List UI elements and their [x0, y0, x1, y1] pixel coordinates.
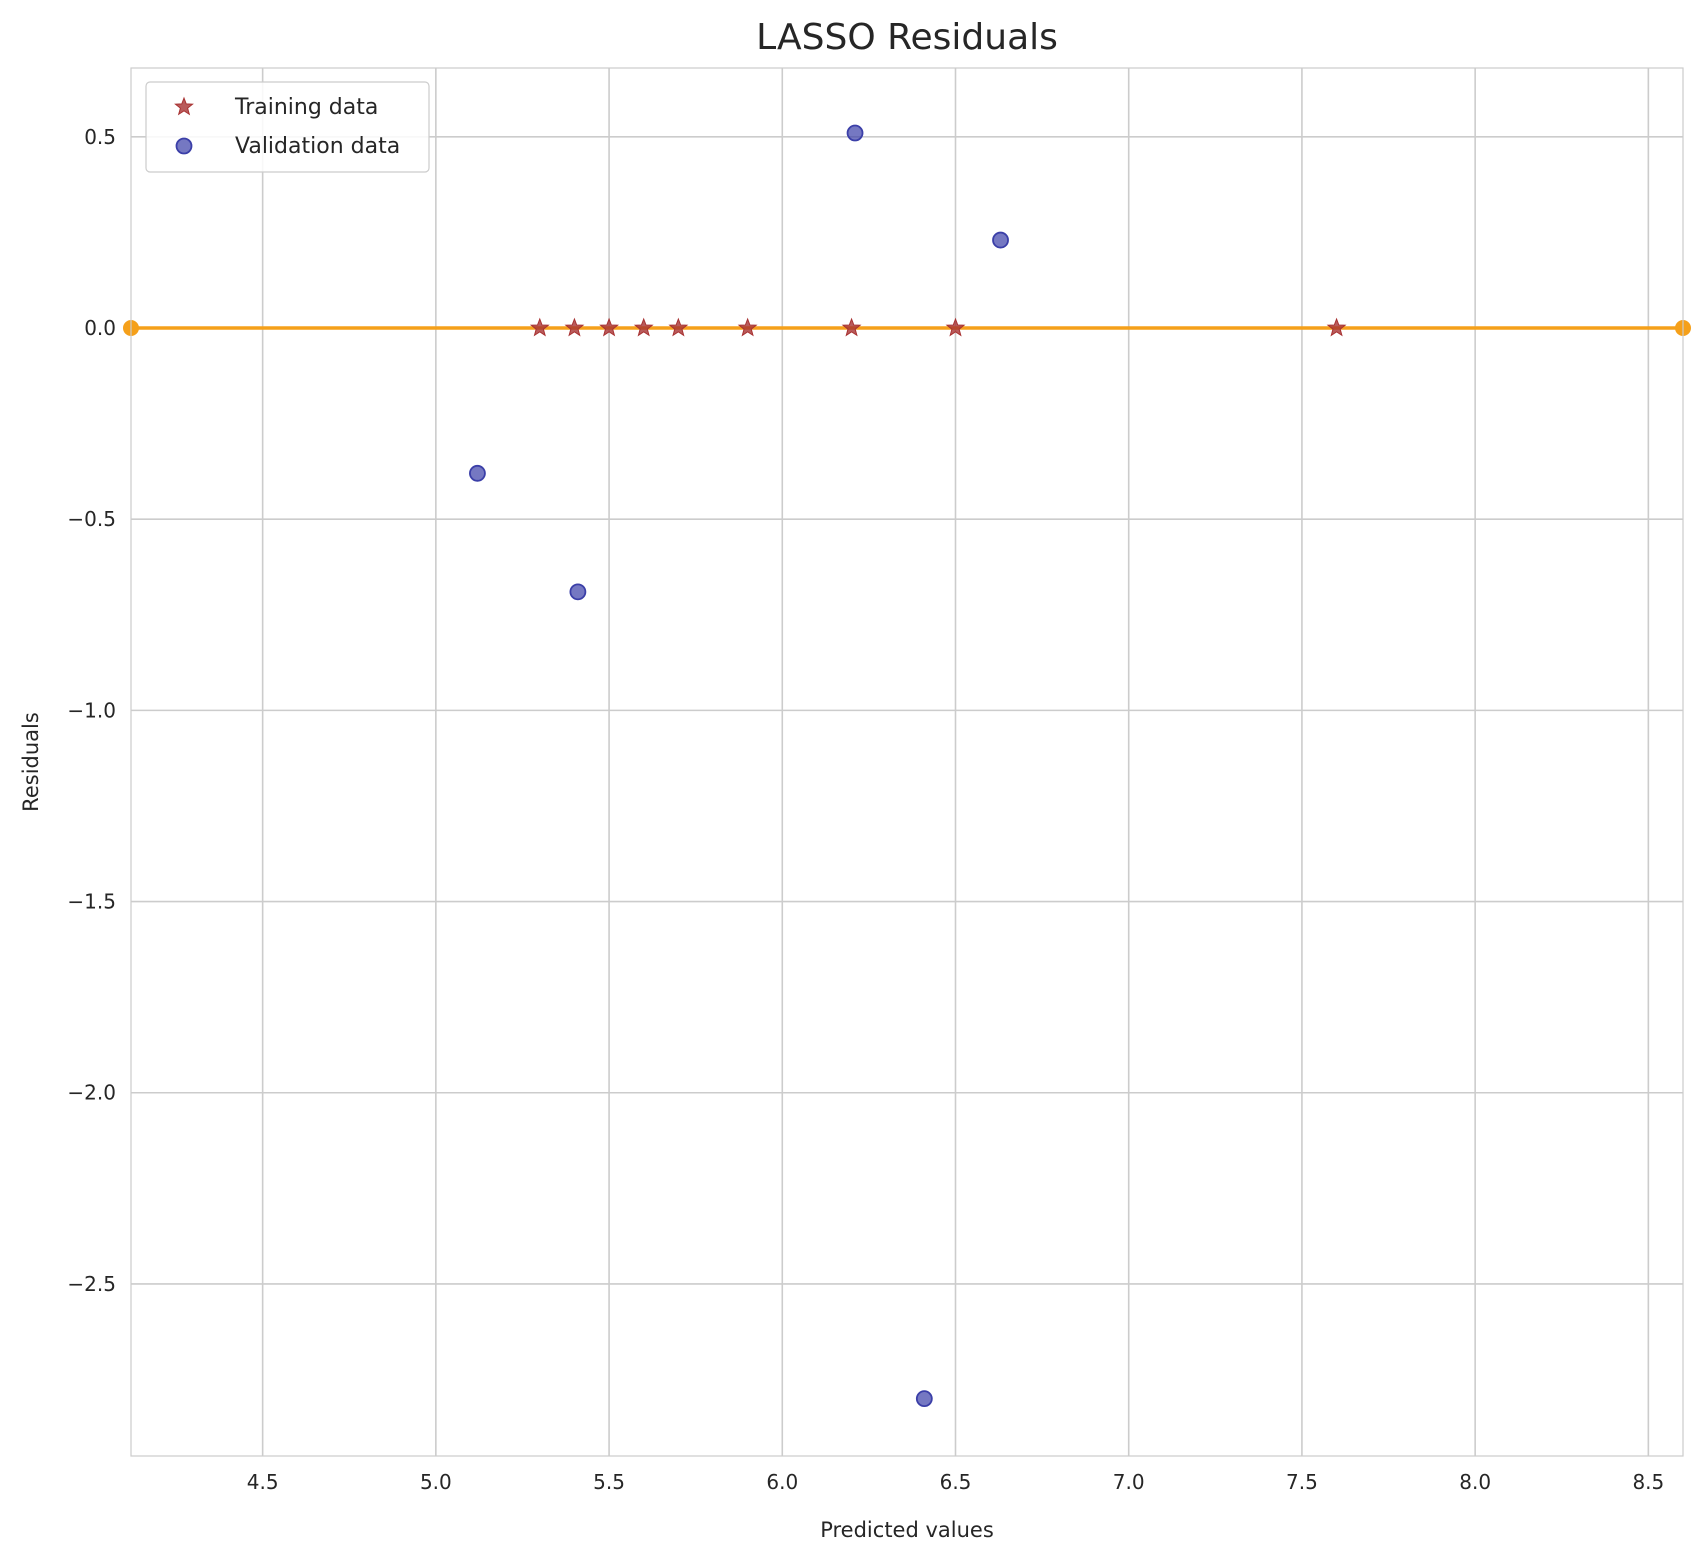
tick-labels: 4.5 5.0 5.5 6.0 6.5 7.0 7.5 8.0 8.5 0.5 0.0 −0.5 −1.… — [67, 125, 1664, 1494]
training-point — [841, 317, 862, 337]
y-tick-label: −2.0 — [67, 1081, 116, 1105]
training-point — [737, 317, 758, 337]
training-point — [668, 317, 689, 337]
training-point — [945, 317, 966, 337]
plot-frame — [130, 67, 1684, 1457]
training-point — [564, 317, 585, 337]
x-tick-label: 8.5 — [1632, 1470, 1664, 1494]
y-tick-label: −2.5 — [67, 1272, 116, 1296]
y-tick-label: −1.0 — [67, 698, 116, 722]
x-tick-label: 4.5 — [247, 1470, 279, 1494]
legend: Training data Validation data — [145, 81, 430, 173]
y-tick-label: −0.5 — [67, 507, 116, 531]
training-point — [633, 317, 654, 337]
x-tick-label: 5.0 — [420, 1470, 452, 1494]
training-point — [599, 317, 619, 337]
data-marks — [469, 124, 1347, 1408]
legend-symbol-training — [174, 96, 194, 116]
legend-star-marker — [174, 96, 194, 116]
x-tick-label: 6.0 — [766, 1470, 798, 1494]
x-tick-label: 7.0 — [1113, 1470, 1145, 1494]
training-point — [529, 317, 550, 337]
validation-point — [915, 1390, 933, 1408]
legend-box — [145, 81, 430, 173]
x-tick-label: 8.0 — [1459, 1470, 1491, 1494]
x-axis-label: Predicted values — [820, 1518, 994, 1542]
chart-title: LASSO Residuals — [756, 17, 1058, 58]
legend-symbol-validation — [175, 137, 193, 155]
validation-point — [846, 124, 864, 142]
training-point — [1326, 317, 1347, 337]
x-tick-label: 5.5 — [593, 1470, 625, 1494]
x-tick-label: 7.5 — [1286, 1470, 1318, 1494]
y-tick-label: 0.0 — [84, 316, 116, 340]
y-tick-label: −1.5 — [67, 890, 116, 914]
y-tick-label: 0.5 — [84, 125, 116, 149]
y-axis-label: Residuals — [19, 712, 43, 812]
legend-label-training: Training data — [234, 95, 378, 120]
validation-point — [992, 231, 1009, 249]
x-tick-label: 6.5 — [940, 1470, 972, 1494]
validation-point — [569, 583, 587, 601]
legend-label-validation: Validation data — [235, 134, 400, 159]
legend-circle-marker — [175, 137, 193, 155]
validation-point — [469, 464, 486, 482]
